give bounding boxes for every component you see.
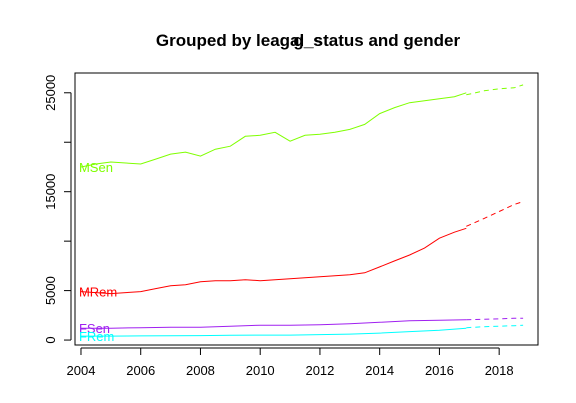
series-label-fsen: FSen bbox=[79, 321, 110, 336]
x-tick-label: 2008 bbox=[186, 363, 215, 378]
y-tick-label: 15000 bbox=[43, 174, 58, 210]
chart-title: Grouped by leagal_status and gender bbox=[156, 31, 461, 50]
y-axis: 0 5000 15000 25000 bbox=[43, 75, 72, 344]
x-tick-label: 2012 bbox=[305, 363, 334, 378]
forecast-line-frem bbox=[466, 324, 524, 329]
forecast-line-msen bbox=[466, 84, 524, 96]
x-tick-label: 2016 bbox=[425, 363, 454, 378]
y-tick-label: 5000 bbox=[43, 276, 58, 305]
y-tick-label: 25000 bbox=[43, 75, 58, 111]
x-tick-label: 2018 bbox=[485, 363, 514, 378]
series-line-msen bbox=[80, 92, 467, 168]
series-line-fsen bbox=[81, 319, 467, 329]
x-tick-label: 2006 bbox=[126, 363, 155, 378]
series-layer bbox=[80, 84, 524, 337]
plot-frame bbox=[74, 72, 539, 346]
series-line-mrem bbox=[80, 227, 467, 295]
series-line-frem bbox=[81, 327, 467, 337]
series-label-frem: FRem bbox=[79, 329, 114, 344]
y-tick-label: 0 bbox=[43, 336, 58, 343]
chart-title-overlap: g_s bbox=[293, 31, 322, 50]
x-tick-label: 2014 bbox=[365, 363, 394, 378]
series-label-mrem: MRem bbox=[79, 285, 117, 300]
x-axis: 2004 2006 2008 2010 2012 2014 2016 2018 bbox=[67, 347, 514, 378]
x-tick-label: 2010 bbox=[246, 363, 275, 378]
forecast-line-mrem bbox=[466, 201, 524, 227]
series-label-msen: MSen bbox=[79, 160, 113, 175]
x-tick-label: 2004 bbox=[67, 363, 96, 378]
forecast-line-fsen bbox=[466, 317, 524, 321]
